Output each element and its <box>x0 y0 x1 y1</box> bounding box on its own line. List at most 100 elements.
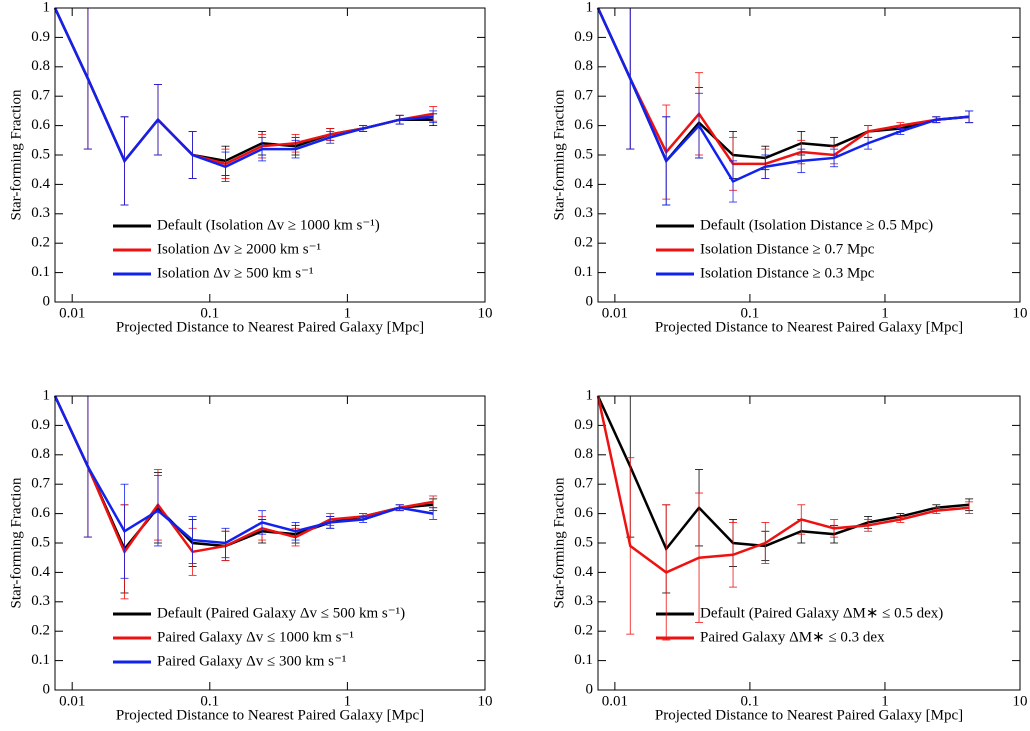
series-line <box>53 7 434 166</box>
legend-label: Default (Paired Galaxy ΔM∗ ≤ 0.5 dex) <box>700 605 943 621</box>
y-tick-label: 0.8 <box>31 58 50 74</box>
error-bar <box>864 136 873 150</box>
error-bar <box>291 139 300 159</box>
error-bar <box>729 522 738 588</box>
y-tick-label: 0.3 <box>574 593 593 609</box>
plot-frame <box>54 7 486 303</box>
error-bar <box>326 516 335 529</box>
error-bar <box>761 522 770 564</box>
panel: 0 0.1 0.2 0.3 0.4 0.5 0.6 0.7 0.8 0.9 1 0.01 0.1 1 10 P… <box>551 0 1027 335</box>
y-tick-label: 0.9 <box>31 29 50 45</box>
y-tick-label: 0.6 <box>574 117 593 133</box>
legend-label: Isolation Δv ≥ 500 km s⁻¹ <box>157 265 314 281</box>
error-bar <box>83 395 92 538</box>
error-bar <box>258 510 267 535</box>
y-tick-label: 0.2 <box>31 623 50 639</box>
y-tick-label: 0.6 <box>574 505 593 521</box>
x-axis-label: Projected Distance to Nearest Paired Gal… <box>655 707 963 723</box>
x-tick-label: 0.01 <box>602 305 628 321</box>
y-tick-label: 0.4 <box>31 564 50 580</box>
x-tick-label: 0.01 <box>59 305 85 321</box>
y-tick-label: 0.6 <box>31 117 50 133</box>
y-axis-label: Star-forming Fraction <box>551 477 567 608</box>
y-tick-label: 0.9 <box>574 417 593 433</box>
series-line <box>53 395 434 552</box>
y-tick-label: 0.2 <box>574 235 593 251</box>
error-bar <box>258 136 267 162</box>
legend-label: Default (Isolation Distance ≥ 0.5 Mpc) <box>700 217 933 233</box>
series-line <box>596 7 970 164</box>
error-bar <box>896 128 905 135</box>
y-tick-label: 0.3 <box>31 205 50 221</box>
y-tick-label: 0.4 <box>31 176 50 192</box>
y-tick-label: 1 <box>43 387 51 403</box>
error-bar <box>326 131 335 144</box>
error-bar <box>932 116 941 124</box>
legend-label: Isolation Distance ≥ 0.3 Mpc <box>700 265 875 281</box>
y-tick-label: 0.4 <box>574 564 593 580</box>
error-bar <box>188 131 197 179</box>
x-tick-label: 10 <box>1013 305 1028 321</box>
x-axis-label: Projected Distance to Nearest Paired Gal… <box>116 319 424 335</box>
y-tick-label: 0.1 <box>31 652 50 668</box>
y-tick-label: 0.1 <box>574 652 593 668</box>
y-tick-label: 0.6 <box>31 505 50 521</box>
y-tick-label: 0.8 <box>31 446 50 462</box>
error-bar <box>626 7 635 150</box>
error-bar <box>120 483 129 579</box>
y-tick-label: 0 <box>586 293 594 309</box>
error-bar <box>830 519 839 538</box>
y-tick-label: 0.8 <box>574 446 593 462</box>
x-tick-label: 0.1 <box>200 693 219 709</box>
panel: 0 0.1 0.2 0.3 0.4 0.5 0.6 0.7 0.8 0.9 1 0.01 0.1 1 10 P… <box>551 387 1027 723</box>
y-axis-label: Star-forming Fraction <box>8 477 24 608</box>
error-bar <box>429 507 438 520</box>
x-tick-label: 1 <box>344 305 352 321</box>
y-axis-label: Star-forming Fraction <box>8 89 24 220</box>
y-tick-label: 0.3 <box>31 593 50 609</box>
error-bar <box>359 125 368 132</box>
y-tick-label: 0.7 <box>574 88 593 104</box>
series-line <box>53 7 434 169</box>
plot-frame <box>597 7 1021 303</box>
y-tick-label: 0.2 <box>574 623 593 639</box>
y-axis-label: Star-forming Fraction <box>551 89 567 220</box>
error-bar <box>153 474 162 547</box>
y-tick-label: 0.7 <box>31 476 50 492</box>
series-line <box>53 7 434 164</box>
x-tick-label: 1 <box>344 693 352 709</box>
error-bar <box>830 148 839 168</box>
y-tick-label: 0 <box>586 681 594 697</box>
x-tick-label: 10 <box>478 305 493 321</box>
y-tick-label: 0.4 <box>574 176 593 192</box>
panel: 0 0.1 0.2 0.3 0.4 0.5 0.6 0.7 0.8 0.9 1 0.01 0.1 1 10 P… <box>8 387 492 723</box>
legend-label: Paired Galaxy Δv ≤ 300 km s⁻¹ <box>157 653 346 669</box>
x-tick-label: 1 <box>881 693 889 709</box>
y-tick-label: 0.5 <box>574 534 593 550</box>
error-bar <box>797 504 806 535</box>
x-tick-label: 0.1 <box>200 305 219 321</box>
error-bar <box>864 519 873 532</box>
error-bar <box>695 492 704 623</box>
y-tick-label: 0.9 <box>574 29 593 45</box>
y-tick-label: 0.5 <box>31 534 50 550</box>
error-bar <box>896 516 905 523</box>
error-bar <box>662 504 671 641</box>
error-bar <box>965 110 974 124</box>
x-tick-label: 10 <box>1013 693 1028 709</box>
y-tick-label: 1 <box>586 0 594 15</box>
x-tick-label: 0.1 <box>741 693 760 709</box>
error-bar <box>83 7 92 150</box>
legend-label: Paired Galaxy ΔM∗ ≤ 0.3 dex <box>700 629 885 645</box>
y-tick-label: 0.5 <box>574 146 593 162</box>
error-bar <box>221 151 230 182</box>
y-tick-label: 0.1 <box>574 264 593 280</box>
plot-frame <box>54 395 486 691</box>
y-tick-label: 0.9 <box>31 417 50 433</box>
error-bar <box>729 160 738 203</box>
legend-label: Paired Galaxy Δv ≤ 1000 km s⁻¹ <box>157 629 354 645</box>
error-bar <box>221 527 230 559</box>
legend-label: Default (Paired Galaxy Δv ≤ 500 km s⁻¹) <box>157 605 405 621</box>
x-tick-label: 10 <box>478 693 493 709</box>
